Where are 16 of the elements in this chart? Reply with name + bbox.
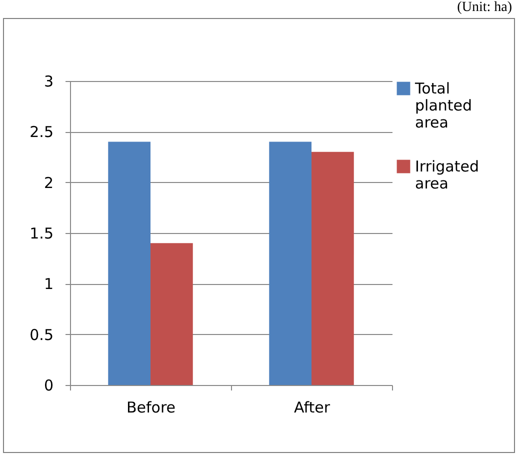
- bar: [150, 243, 193, 385]
- bar: [108, 142, 150, 385]
- y-tick-label: 1.5: [30, 224, 54, 242]
- y-tick-label: 3: [44, 72, 54, 90]
- legend-label: Irrigated area: [415, 158, 480, 192]
- y-tick-label: 1: [44, 275, 54, 294]
- x-tick-label: After: [294, 398, 331, 416]
- bar: [269, 142, 312, 385]
- legend-label: Total planted area: [414, 80, 472, 132]
- y-tick-label: 0: [44, 376, 54, 394]
- x-tick-label: Before: [126, 398, 176, 416]
- bar: [312, 152, 354, 385]
- text: (Unit: ha): [456, 0, 512, 16]
- y-tick-label: 0.5: [30, 326, 54, 344]
- y-tick-label: 2: [44, 174, 54, 192]
- y-tick-label: 2.5: [30, 123, 54, 142]
